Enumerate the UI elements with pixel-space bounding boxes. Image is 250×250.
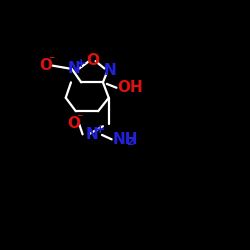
Text: O: O: [67, 116, 80, 132]
Text: +: +: [94, 123, 105, 136]
Text: ⁻: ⁻: [76, 112, 82, 126]
Text: +: +: [75, 57, 86, 70]
Text: ⁻: ⁻: [48, 54, 55, 67]
Text: N: N: [86, 128, 99, 142]
Text: O: O: [86, 53, 99, 68]
Text: NH: NH: [112, 132, 138, 147]
Text: OH: OH: [118, 80, 143, 95]
Text: O: O: [39, 58, 52, 73]
Text: N: N: [68, 61, 80, 76]
Text: N: N: [103, 62, 116, 78]
Text: 2: 2: [126, 137, 134, 147]
